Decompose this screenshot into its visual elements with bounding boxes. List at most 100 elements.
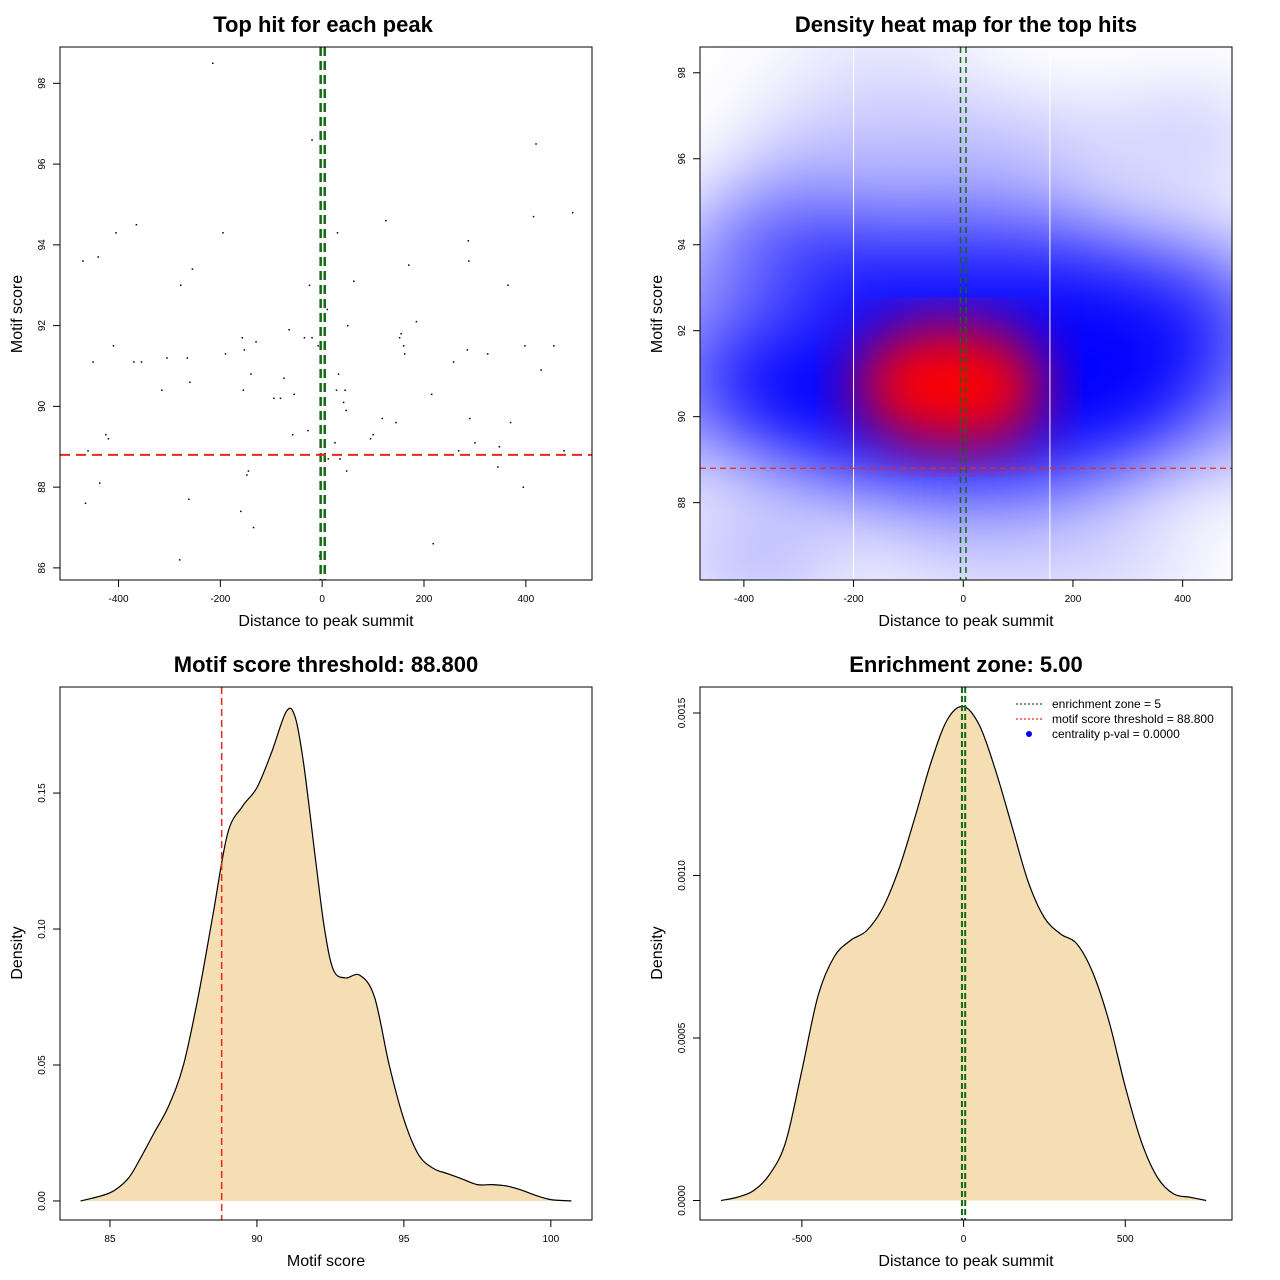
data-point (509, 421, 512, 424)
x-tick-label: 0 (961, 1234, 967, 1245)
data-point (400, 332, 402, 335)
data-point (179, 284, 182, 287)
data-point (474, 442, 476, 444)
data-point (191, 268, 194, 270)
data-point (432, 542, 434, 545)
x-axis-label: Motif score (287, 1253, 365, 1270)
data-point (92, 361, 94, 363)
data-point (452, 361, 455, 363)
data-point (339, 458, 341, 460)
data-point (112, 345, 115, 347)
data-point (279, 397, 282, 400)
data-point (87, 450, 89, 452)
data-point (241, 337, 244, 339)
data-point (353, 280, 355, 282)
x-tick-label: 200 (1065, 594, 1082, 605)
y-axis-label: Density (9, 926, 26, 979)
density-curve (720, 705, 1207, 1202)
data-point (532, 215, 535, 218)
data-point (188, 498, 190, 501)
data-point (469, 417, 471, 420)
data-point (189, 381, 191, 383)
x-tick-label: -500 (792, 1234, 812, 1245)
y-axis-label: Motif score (649, 275, 666, 353)
data-point (82, 260, 84, 262)
data-point (336, 232, 339, 234)
y-tick-label: 0.0015 (677, 697, 688, 728)
plot-frame (699, 46, 1233, 581)
data-point (291, 433, 294, 436)
data-point (308, 284, 311, 287)
data-point (107, 437, 110, 440)
data-point (498, 446, 501, 448)
data-point (334, 442, 336, 444)
y-tick-label: 0.0000 (677, 1185, 688, 1216)
y-tick-label: 98 (677, 67, 688, 79)
data-point (133, 361, 135, 363)
data-point (243, 349, 246, 351)
x-tick-label: -400 (734, 594, 754, 605)
data-point (403, 353, 406, 355)
data-point (369, 437, 372, 440)
chart-title: Enrichment zone: 5.00 (849, 652, 1083, 677)
data-point (345, 409, 347, 412)
data-point (571, 211, 574, 214)
x-tick-label: 200 (416, 594, 433, 605)
legend-label-zone: enrichment zone = 5 (1052, 697, 1161, 711)
x-tick-label: 90 (251, 1234, 263, 1245)
data-point (105, 433, 107, 436)
data-point (252, 526, 255, 529)
y-tick-label: 92 (37, 320, 48, 332)
data-point (311, 337, 313, 339)
distance-density-panel: Enrichment zone: 5.00 -500 0 500 0.0000 0.00… (649, 652, 1233, 1270)
y-tick-label: 96 (677, 153, 688, 165)
data-point (273, 397, 275, 400)
y-tick-label: 0.0005 (677, 1022, 688, 1053)
plot-frame (59, 686, 593, 1221)
data-point (97, 256, 99, 258)
data-point (398, 337, 401, 339)
x-tick-label: 100 (543, 1234, 560, 1245)
data-point (395, 421, 397, 424)
data-point (342, 401, 345, 404)
y-tick-label: 92 (677, 325, 688, 337)
data-point (486, 353, 489, 355)
data-point (326, 308, 329, 311)
data-point (408, 264, 410, 266)
data-point (497, 466, 499, 468)
y-tick-label: 88 (677, 497, 688, 509)
data-point (337, 373, 340, 375)
y-axis-label: Motif score (9, 275, 26, 353)
x-tick-label: 400 (517, 594, 534, 605)
data-point (246, 474, 248, 476)
data-point (402, 345, 405, 347)
y-tick-label: 0.00 (37, 1191, 48, 1211)
y-tick-label: 86 (37, 562, 48, 574)
data-point (466, 349, 469, 351)
data-point (540, 369, 542, 371)
chart-title: Top hit for each peak (213, 12, 433, 37)
score-density-panel: Motif score threshold: 88.800 85 90 95 100 0… (9, 652, 593, 1270)
data-point (311, 139, 313, 141)
data-point (161, 389, 163, 392)
data-point (135, 223, 138, 226)
legend-label-threshold: motif score threshold = 88.800 (1052, 712, 1214, 726)
data-point (415, 320, 418, 323)
data-point (507, 284, 509, 287)
heatmap-panel: Density heat map for the top hits (649, 12, 1233, 630)
data-point (140, 361, 143, 363)
data-point (553, 345, 555, 347)
scatter-panel: Top hit for each peak -400 -200 0 200 400 86 8… (9, 12, 593, 630)
data-point (99, 482, 101, 484)
data-point (381, 417, 384, 420)
x-tick-label: 400 (1174, 594, 1191, 605)
x-tick-label: 0 (319, 594, 325, 605)
data-point (430, 393, 433, 396)
plot-frame (59, 46, 593, 581)
y-tick-label: 0.05 (37, 1055, 48, 1075)
data-point (317, 345, 319, 347)
x-tick-label: -200 (844, 594, 864, 605)
data-point (344, 389, 346, 392)
data-point (307, 429, 309, 432)
